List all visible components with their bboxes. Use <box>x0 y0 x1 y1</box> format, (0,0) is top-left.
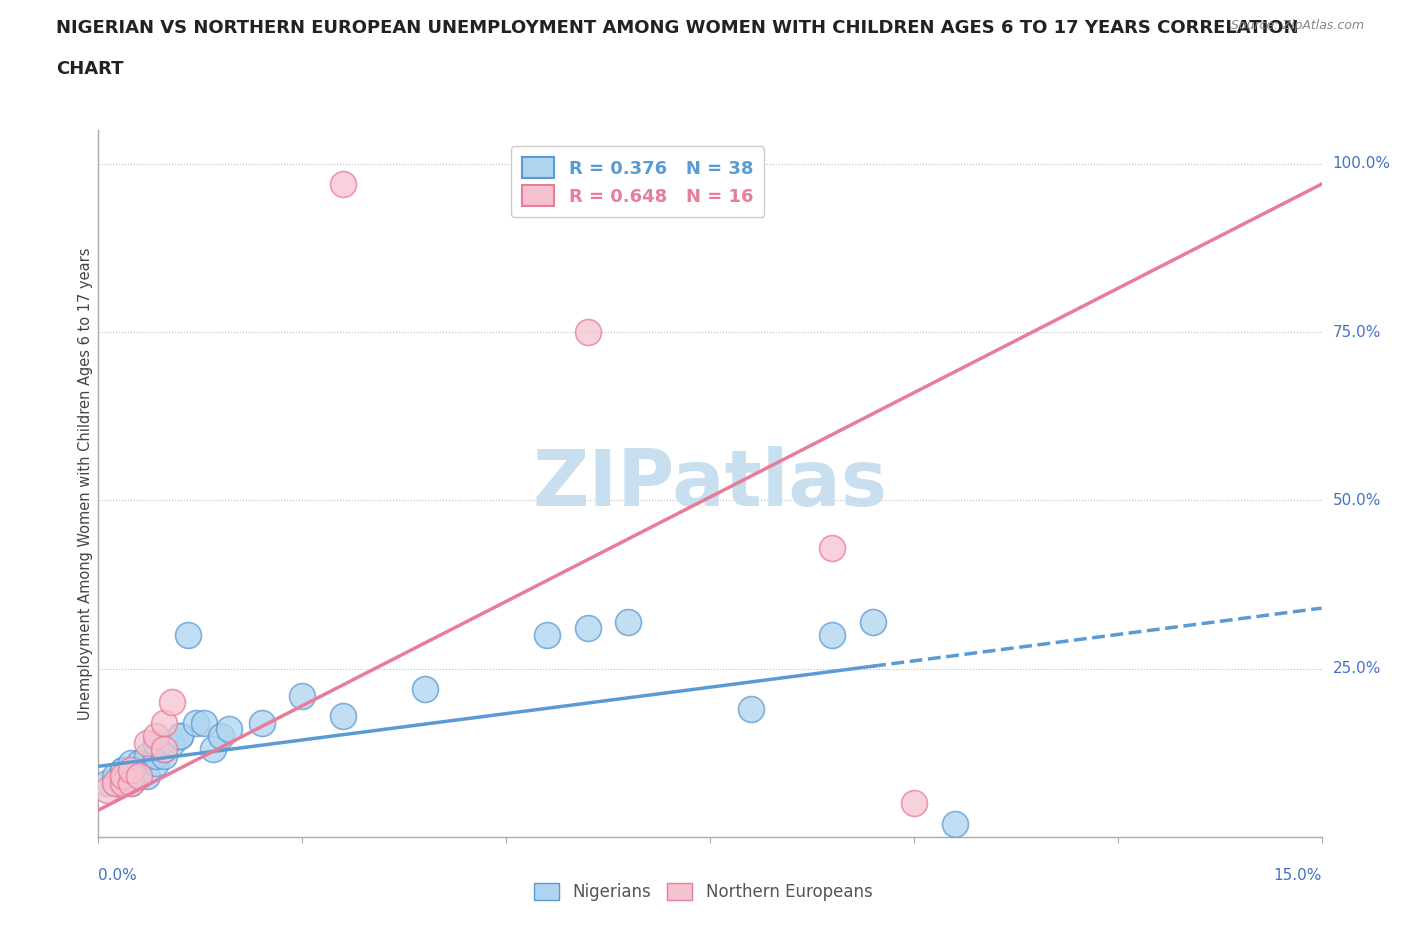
Point <box>250 715 273 730</box>
Point <box>218 722 240 737</box>
Point <box>120 763 142 777</box>
Y-axis label: Unemployment Among Women with Children Ages 6 to 17 years: Unemployment Among Women with Children A… <box>77 247 93 720</box>
Text: 0.0%: 0.0% <box>98 868 138 883</box>
Text: 50.0%: 50.0% <box>1333 493 1381 508</box>
Point <box>120 776 142 790</box>
Point <box>152 715 174 730</box>
Point <box>104 776 127 790</box>
Text: NIGERIAN VS NORTHERN EUROPEAN UNEMPLOYMENT AMONG WOMEN WITH CHILDREN AGES 6 TO 1: NIGERIAN VS NORTHERN EUROPEAN UNEMPLOYME… <box>56 19 1299 36</box>
Point <box>128 763 150 777</box>
Point <box>104 769 127 784</box>
Point <box>209 728 232 743</box>
Point <box>160 695 183 710</box>
Text: 75.0%: 75.0% <box>1333 325 1381 339</box>
Point <box>111 763 134 777</box>
Point <box>177 628 200 643</box>
Text: ZIPatlas: ZIPatlas <box>533 445 887 522</box>
Point <box>169 728 191 743</box>
Point <box>128 769 150 784</box>
Point <box>201 742 224 757</box>
Point <box>111 763 134 777</box>
Legend: Nigerians, Northern Europeans: Nigerians, Northern Europeans <box>527 876 879 908</box>
Point <box>136 749 159 764</box>
Point <box>821 628 844 643</box>
Point <box>862 614 884 629</box>
Point <box>903 796 925 811</box>
Point <box>145 749 167 764</box>
Point <box>120 755 142 770</box>
Point <box>145 755 167 770</box>
Point <box>111 769 134 784</box>
Text: CHART: CHART <box>56 60 124 78</box>
Point <box>291 688 314 703</box>
Point <box>576 621 599 636</box>
Point <box>740 701 762 716</box>
Point <box>413 682 436 697</box>
Point <box>193 715 215 730</box>
Point <box>152 742 174 757</box>
Point <box>617 614 640 629</box>
Point <box>332 177 354 192</box>
Text: 25.0%: 25.0% <box>1333 661 1381 676</box>
Point <box>96 776 118 790</box>
Point <box>120 763 142 777</box>
Point <box>332 709 354 724</box>
Point <box>821 540 844 555</box>
Point <box>145 728 167 743</box>
Point <box>943 817 966 831</box>
Point <box>152 742 174 757</box>
Point <box>145 736 167 751</box>
Point <box>120 776 142 790</box>
Point <box>160 736 183 751</box>
Point <box>128 755 150 770</box>
Point <box>111 776 134 790</box>
Text: 100.0%: 100.0% <box>1333 156 1391 171</box>
Point <box>96 782 118 797</box>
Point <box>169 728 191 743</box>
Point <box>136 736 159 751</box>
Point <box>152 749 174 764</box>
Point <box>136 769 159 784</box>
Point <box>111 769 134 784</box>
Point <box>536 628 558 643</box>
Text: 15.0%: 15.0% <box>1274 868 1322 883</box>
Point <box>104 776 127 790</box>
Legend: R = 0.376   N = 38, R = 0.648   N = 16: R = 0.376 N = 38, R = 0.648 N = 16 <box>512 146 765 217</box>
Point <box>186 715 208 730</box>
Text: Source: ZipAtlas.com: Source: ZipAtlas.com <box>1230 19 1364 32</box>
Point <box>576 325 599 339</box>
